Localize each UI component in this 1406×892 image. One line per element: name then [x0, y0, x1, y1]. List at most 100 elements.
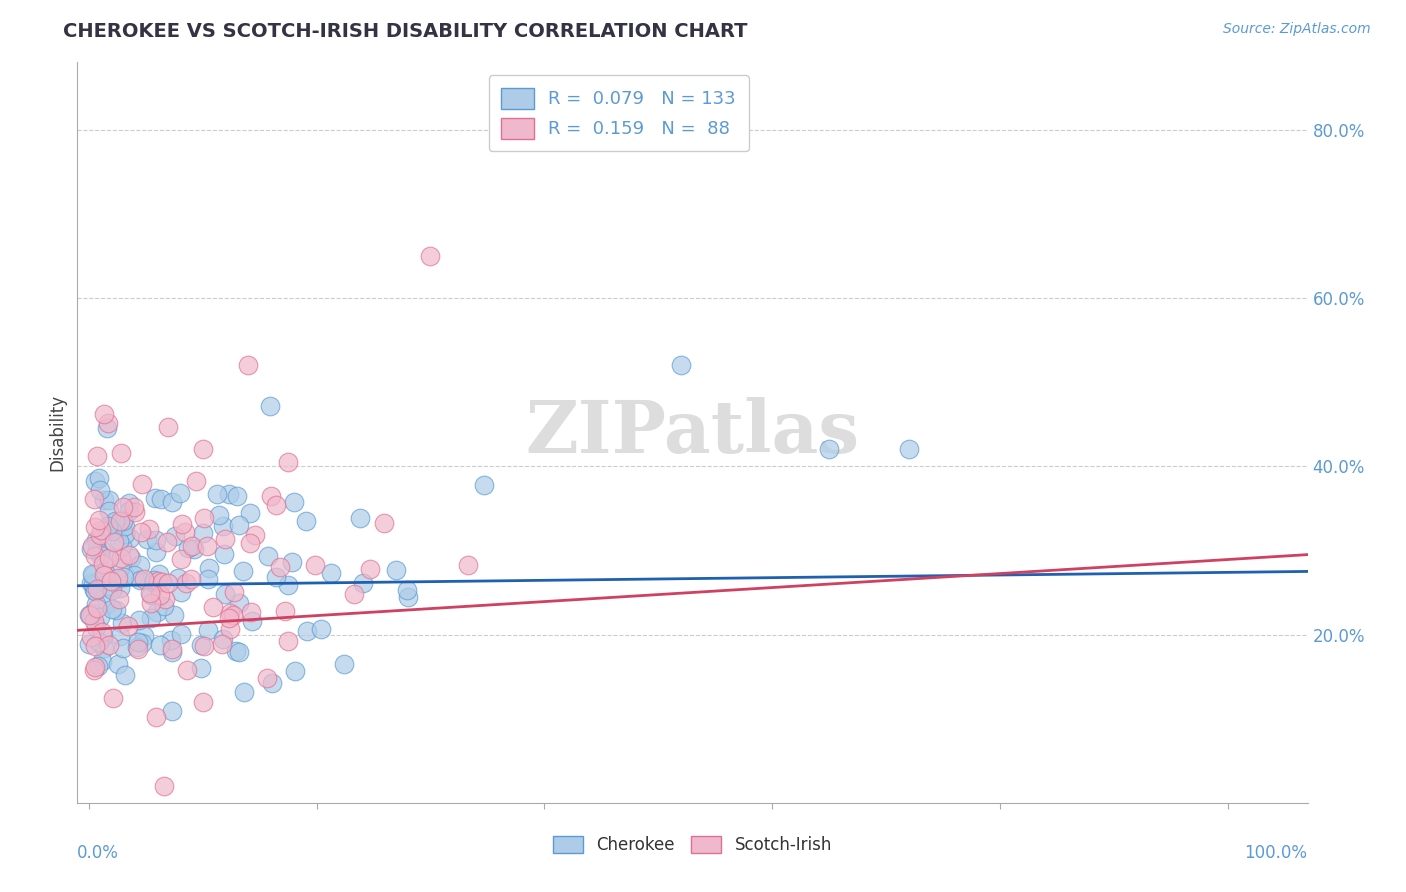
Point: [138, 522, 160, 536]
Point: [214, 533, 236, 547]
Point: [103, 535, 125, 549]
Point: [259, 489, 281, 503]
Point: [193, 696, 215, 710]
Point: [114, 526, 136, 541]
Point: [101, 583, 124, 598]
Point: [160, 495, 183, 509]
Point: [205, 487, 228, 501]
Point: [162, 644, 184, 658]
Point: [111, 539, 134, 553]
Text: CHEROKEE VS SCOTCH-IRISH DISABILITY CORRELATION CHART: CHEROKEE VS SCOTCH-IRISH DISABILITY CORR…: [63, 22, 748, 41]
Point: [87, 658, 110, 673]
Point: [149, 588, 172, 602]
Point: [86, 542, 108, 557]
Point: [228, 596, 250, 610]
Point: [108, 581, 131, 595]
Point: [277, 578, 299, 592]
Point: [139, 596, 162, 610]
Point: [197, 561, 219, 575]
Point: [269, 560, 291, 574]
Point: [117, 619, 139, 633]
Point: [232, 564, 254, 578]
Point: [121, 551, 143, 566]
Point: [97, 504, 120, 518]
Point: [89, 470, 111, 484]
Point: [139, 610, 162, 624]
Point: [111, 616, 134, 631]
Text: 100.0%: 100.0%: [1244, 844, 1308, 862]
Point: [190, 661, 212, 675]
Point: [107, 571, 129, 585]
Point: [80, 630, 103, 644]
Point: [281, 555, 304, 569]
Legend: Cherokee, Scotch-Irish: Cherokee, Scotch-Irish: [546, 830, 839, 861]
Point: [238, 359, 260, 373]
Text: ZIPatlas: ZIPatlas: [526, 397, 859, 468]
Point: [83, 639, 105, 653]
Point: [111, 500, 134, 514]
Point: [104, 514, 127, 528]
Point: [96, 551, 118, 566]
Point: [186, 474, 208, 488]
Y-axis label: Disability: Disability: [48, 394, 66, 471]
Point: [128, 574, 150, 588]
Point: [86, 582, 108, 597]
Point: [195, 539, 218, 553]
Point: [319, 566, 342, 580]
Point: [277, 634, 299, 648]
Point: [193, 639, 215, 653]
Point: [139, 589, 162, 603]
Point: [79, 607, 101, 622]
Point: [159, 632, 181, 647]
Point: [129, 524, 152, 539]
Point: [82, 539, 104, 553]
Point: [180, 539, 202, 553]
Point: [132, 572, 155, 586]
Point: [145, 533, 167, 548]
Point: [89, 528, 111, 542]
Point: [97, 638, 120, 652]
Point: [100, 574, 122, 589]
Point: [89, 635, 111, 649]
Point: [257, 549, 280, 563]
Point: [84, 597, 107, 611]
Point: [100, 581, 122, 595]
Point: [238, 506, 260, 520]
Point: [228, 645, 250, 659]
Point: [128, 613, 150, 627]
Point: [160, 642, 183, 657]
Point: [166, 571, 188, 585]
Point: [283, 494, 305, 508]
Point: [142, 573, 165, 587]
Point: [122, 568, 145, 582]
Point: [97, 416, 120, 430]
Point: [197, 572, 219, 586]
Point: [101, 524, 124, 538]
Point: [222, 608, 245, 623]
Point: [333, 657, 356, 671]
Point: [153, 779, 176, 793]
Point: [84, 549, 107, 564]
Point: [83, 582, 105, 597]
Point: [114, 668, 136, 682]
Point: [79, 608, 101, 623]
Point: [79, 575, 101, 590]
Point: [174, 525, 197, 540]
Point: [304, 558, 326, 573]
Point: [80, 542, 103, 557]
Point: [110, 446, 132, 460]
Point: [218, 622, 240, 636]
Point: [120, 531, 142, 545]
Point: [170, 517, 193, 532]
Point: [77, 637, 100, 651]
Point: [155, 592, 177, 607]
Point: [256, 672, 278, 686]
Point: [218, 486, 240, 500]
Point: [93, 492, 115, 507]
Point: [243, 528, 266, 542]
Point: [89, 483, 111, 498]
Point: [86, 449, 108, 463]
Point: [149, 491, 172, 506]
Point: [352, 575, 374, 590]
Point: [177, 541, 200, 555]
